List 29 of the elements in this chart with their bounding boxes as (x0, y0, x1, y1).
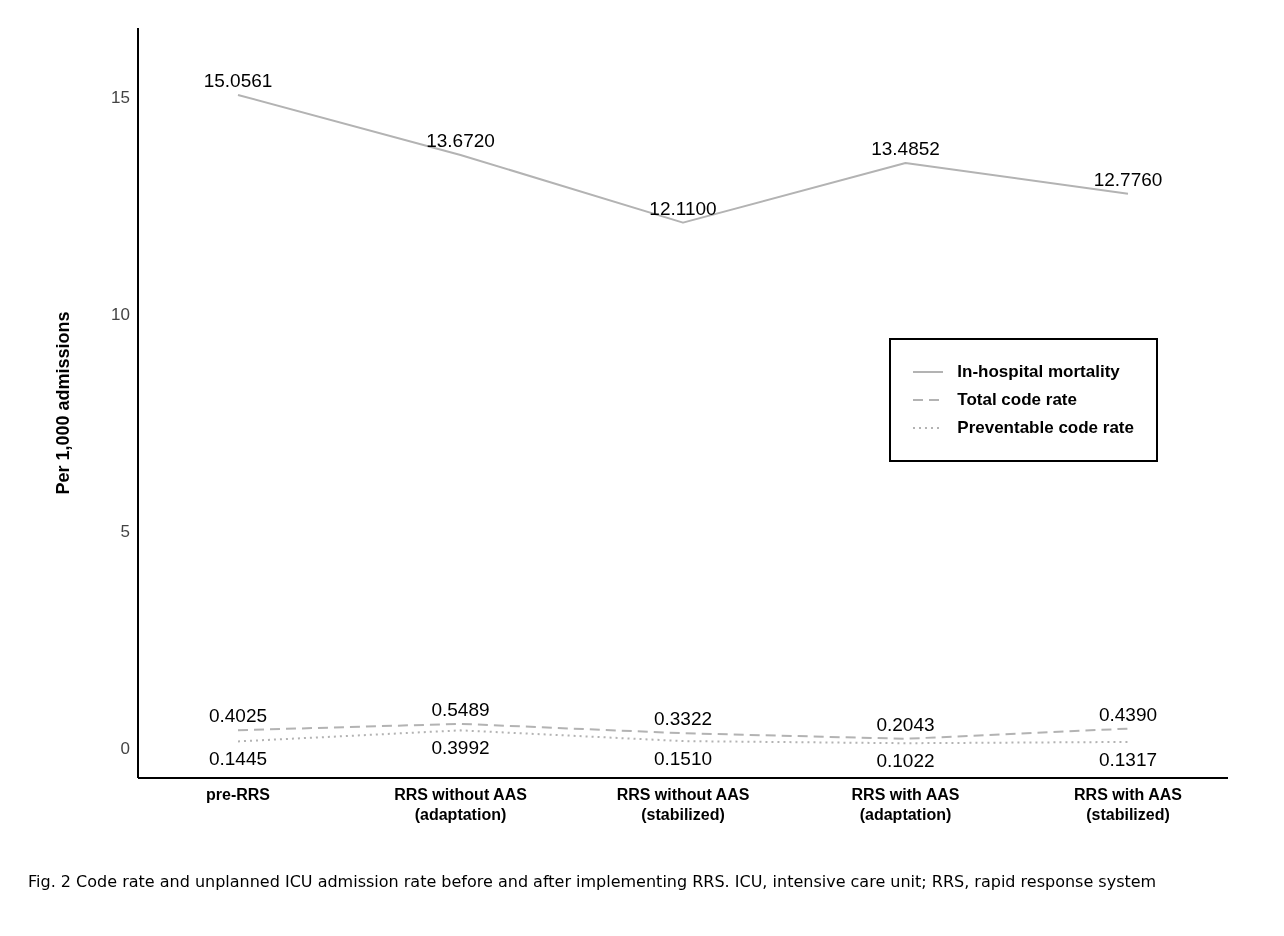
data-label: 12.1100 (649, 197, 717, 219)
legend-label: Total code rate (957, 390, 1077, 410)
y-tick-label: 15 (111, 88, 130, 108)
x-tick-label: RRS without AAS (adaptation) (394, 786, 528, 823)
caption: Fig. 2 Code rate and unplanned ICU admission rate before and after implementing RRS. ICU, intensive care unit; RRS, rapid response system (27, 871, 1158, 893)
data-label: 0.1510 (653, 748, 713, 770)
data-label: 0.2043 (876, 713, 935, 735)
data-label: 0.1022 (876, 750, 935, 772)
data-label: 0.3992 (431, 737, 490, 759)
x-tick-label: RRS with AAS (adaptation) (851, 786, 960, 823)
y-tick-label: 5 (120, 521, 130, 541)
data-label: 13.6720 (426, 129, 495, 151)
data-label: 15.0561 (203, 69, 273, 91)
y-tick-label: 0 (120, 738, 130, 758)
y-tick-label: 10 (111, 305, 130, 325)
x-tick-label: RRS with AAS (stabilized) (1074, 786, 1183, 823)
data-label: 0.1317 (1098, 748, 1158, 770)
data-label: 0.5489 (431, 698, 490, 720)
data-label: 0.4025 (208, 705, 268, 727)
legend-label: Preventable code rate (957, 418, 1134, 438)
data-label: 0.1445 (208, 748, 268, 770)
y-axis-title: Per 1,000 admissions (53, 311, 74, 495)
data-label: 0.4390 (1098, 703, 1158, 725)
legend-label: In-hospital mortality (957, 362, 1120, 382)
data-label: 13.4852 (871, 138, 940, 160)
x-tick-label: pre-RRS (205, 786, 271, 803)
data-label: 12.7760 (1093, 168, 1163, 190)
data-label: 0.3322 (653, 708, 713, 730)
x-tick-label: RRS without AAS (stabilized) (616, 786, 750, 823)
